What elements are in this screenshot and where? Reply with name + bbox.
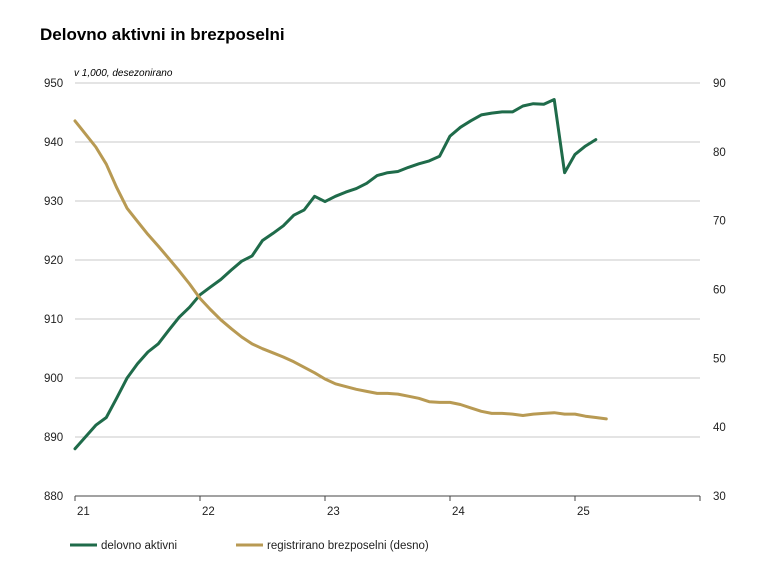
legend-label-registrirano-brezposelni: registrirano brezposelni (desno)	[267, 540, 429, 552]
left-axis-tick-labels: 880 890 900 910 920 930 940 950	[44, 78, 63, 503]
right-tick-label: 90	[713, 78, 726, 90]
x-tick-label: 21	[77, 506, 90, 518]
left-tick-label: 900	[44, 373, 63, 385]
left-tick-label: 910	[44, 314, 63, 326]
series-lines	[73, 98, 608, 451]
x-tick-label: 24	[452, 506, 465, 518]
right-tick-label: 50	[713, 353, 726, 365]
right-tick-label: 30	[713, 491, 726, 503]
x-tick-label: 23	[327, 506, 340, 518]
x-tick-label: 25	[577, 506, 590, 518]
left-tick-label: 890	[44, 432, 63, 444]
right-tick-label: 40	[713, 422, 726, 434]
right-axis-tick-labels: 30 40 50 60 70 80 90	[713, 78, 726, 503]
axes	[74, 495, 701, 501]
right-tick-label: 80	[713, 147, 726, 159]
x-tick-label: 22	[202, 506, 215, 518]
right-tick-label: 60	[713, 285, 726, 297]
left-tick-label: 920	[44, 255, 63, 267]
left-tick-label: 940	[44, 137, 63, 149]
legend: delovno aktivni registrirano brezposelni…	[70, 540, 429, 552]
left-tick-label: 880	[44, 491, 63, 503]
series-line-registrirano-brezposelni	[73, 119, 608, 421]
x-axis-tick-labels: 21 22 23 24 25	[77, 506, 590, 518]
chart-title: Delovno aktivni in brezposelni	[40, 25, 285, 44]
series-line-delovno-aktivni	[73, 98, 598, 451]
legend-label-delovno-aktivni: delovno aktivni	[101, 540, 177, 552]
left-tick-label: 930	[44, 196, 63, 208]
left-tick-label: 950	[44, 78, 63, 90]
chart-subtitle: v 1,000, desezonirano	[74, 68, 173, 79]
right-tick-label: 70	[713, 216, 726, 228]
